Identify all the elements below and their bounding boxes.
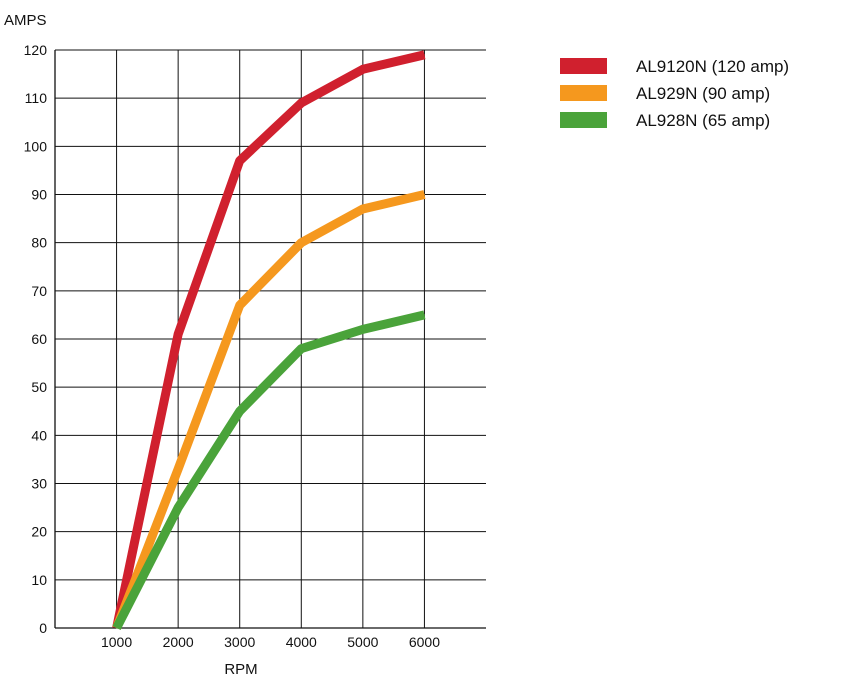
series-line-al928n [112,310,426,631]
y-tick-label: 50 [31,379,47,395]
y-tick-label: 90 [31,187,47,203]
x-tick-label: 3000 [224,634,255,650]
data-point [239,304,241,306]
data-point [177,468,179,470]
y-tick-label: 0 [39,620,47,636]
y-tick-label: 70 [31,283,47,299]
y-tick-label: 20 [31,524,47,540]
legend-swatch [560,58,607,74]
legend-swatch [560,112,607,128]
data-point [116,627,118,629]
y-tick-label: 30 [31,476,47,492]
grid [54,49,486,629]
data-point [239,410,241,412]
data-point [300,242,302,244]
series-lines [112,50,426,631]
x-tick-label: 2000 [163,634,194,650]
legend-swatch [560,85,607,101]
y-tick-label: 80 [31,235,47,251]
y-axis-title: AMPS [4,12,47,29]
data-point [423,54,425,56]
legend: AL9120N (120 amp) AL929N (90 amp) AL928N (… [560,57,789,130]
data-point [177,333,179,335]
y-tick-label: 60 [31,331,47,347]
x-tick-label: 6000 [409,634,440,650]
data-point [239,160,241,162]
y-tick-label: 120 [24,42,48,58]
legend-label: AL928N (65 amp) [636,111,770,130]
x-axis-title: RPM [224,661,257,678]
x-tick-label: 1000 [101,634,132,650]
legend-label: AL929N (90 amp) [636,84,770,103]
data-point [177,507,179,509]
data-point [362,208,364,210]
x-axis-ticks: 1000 2000 3000 4000 5000 6000 [101,634,440,650]
legend-label: AL9120N (120 amp) [636,57,789,76]
data-point [300,348,302,350]
series-line-al9120n [112,50,426,629]
data-point [362,328,364,330]
data-point [423,194,425,195]
x-tick-label: 5000 [347,634,378,650]
x-tick-label: 4000 [286,634,317,650]
series-line-al929n [112,190,426,630]
y-tick-label: 40 [31,427,47,443]
data-point [362,68,364,70]
y-tick-label: 110 [25,90,48,106]
data-point [423,314,425,316]
y-tick-label: 100 [24,138,48,154]
y-axis-ticks: 0 10 20 30 40 50 60 70 80 90 100 110 120 [24,42,48,636]
data-point [300,102,302,104]
y-tick-label: 10 [31,572,47,588]
